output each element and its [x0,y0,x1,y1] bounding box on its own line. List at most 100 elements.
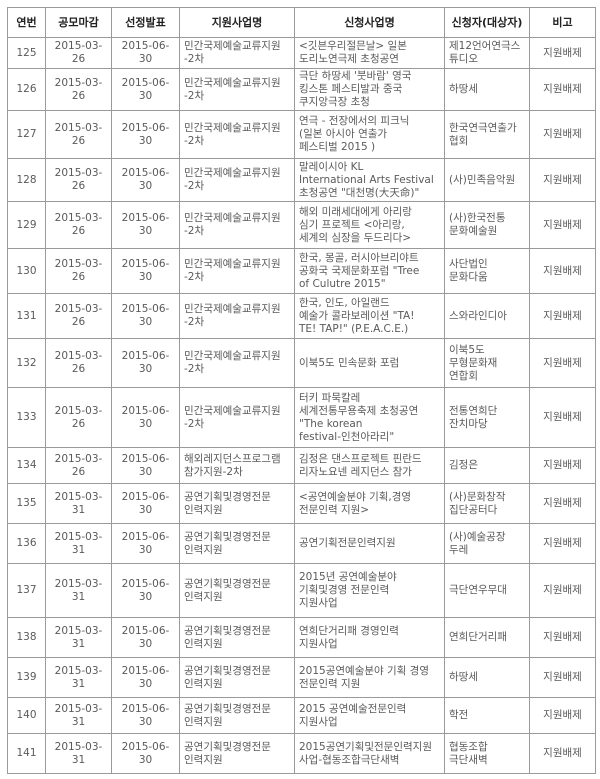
deadline-cell: 2015-03-26 [45,447,112,484]
applicant-cell: (사)한국전통 문화예술원 [444,201,530,249]
announce-cell: 2015-06-30 [111,657,180,698]
table-row: 130 2015-03-26 2015-06-30 민간국제예술교류지원 -2차 한국,… [7,248,596,294]
row-number: 133 [7,387,46,448]
header-announce: 선정발표 [111,7,180,38]
program-cell: 민간국제예술교류지원 -2차 [179,201,295,249]
note-cell: 지원배제 [529,158,596,202]
applicant-cell: 한국연극연출가 협회 [444,110,530,159]
deadline-cell: 2015-03-31 [45,697,112,734]
row-number: 135 [7,483,46,524]
row-number: 139 [7,657,46,698]
table-row: 138 2015-03-31 2015-06-30 공연기획및경영전문 인력지원 연희단… [7,617,596,658]
table-row: 131 2015-03-26 2015-06-30 민간국제예술교류지원 -2차 한국,… [7,293,596,339]
applicant-cell: 제12언어연극스 튜디오 [444,37,530,69]
applicant-cell: 연희단거리패 [444,617,530,658]
selection-results-table: 연번 공모마감 선정발표 지원사업명 신청사업명 신청자(대상자) 비고 125… [7,7,596,774]
applicant-cell: 이북5도 무형문화재 연합회 [444,338,530,388]
note-cell: 지원배제 [529,338,596,388]
row-number: 129 [7,201,46,249]
program-cell: 공연기획및경영전문 인력지원 [179,657,295,698]
note-cell: 지원배제 [529,68,596,111]
row-number: 138 [7,617,46,658]
note-cell: 지원배제 [529,657,596,698]
applicant-cell: 극단연우무대 [444,563,530,618]
announce-cell: 2015-06-30 [111,248,180,294]
row-number: 141 [7,733,46,774]
announce-cell: 2015-06-30 [111,733,180,774]
header-note: 비고 [529,7,596,38]
program-cell: 민간국제예술교류지원 -2차 [179,158,295,202]
note-cell: 지원배제 [529,523,596,564]
deadline-cell: 2015-03-26 [45,338,112,388]
table-row: 129 2015-03-26 2015-06-30 민간국제예술교류지원 -2차 해외 … [7,201,596,249]
project-cell: 해외 미래세대에게 아리랑 심기 프로젝트 <아리랑, 세계의 심장을 두드리다… [294,201,445,249]
project-cell: 연희단거리패 경영인력 지원사업 [294,617,445,658]
applicant-cell: (사)민족음악원 [444,158,530,202]
row-number: 137 [7,563,46,618]
program-cell: 공연기획및경영전문 인력지원 [179,563,295,618]
program-cell: 민간국제예술교류지원 -2차 [179,293,295,339]
deadline-cell: 2015-03-31 [45,523,112,564]
table-row: 134 2015-03-26 2015-06-30 해외레지던스프로그램 참가지원-2… [7,447,596,484]
note-cell: 지원배제 [529,617,596,658]
row-number: 130 [7,248,46,294]
applicant-cell: 하땅세 [444,68,530,111]
project-cell: 터키 파묵칼레 세계전통무용축제 초청공연 "The korean festiv… [294,387,445,448]
deadline-cell: 2015-03-26 [45,201,112,249]
header-program: 지원사업명 [179,7,295,38]
announce-cell: 2015-06-30 [111,158,180,202]
project-cell: 공연기획전문인력지원 [294,523,445,564]
note-cell: 지원배제 [529,37,596,69]
header-row: 연번 공모마감 선정발표 지원사업명 신청사업명 신청자(대상자) 비고 [7,7,596,38]
project-cell: 한국, 몽골, 러시아브리야트 공화국 국제문화포럼 "Tree of Culu… [294,248,445,294]
note-cell: 지원배제 [529,447,596,484]
project-cell: 한국, 인도, 아일랜드 예술가 콜라보레이션 "TA! TE! TAP!" (… [294,293,445,339]
applicant-cell: 학전 [444,697,530,734]
note-cell: 지원배제 [529,110,596,159]
deadline-cell: 2015-03-31 [45,657,112,698]
deadline-cell: 2015-03-26 [45,68,112,111]
header-no: 연번 [7,7,46,38]
row-number: 140 [7,697,46,734]
row-number: 128 [7,158,46,202]
deadline-cell: 2015-03-26 [45,248,112,294]
table-row: 137 2015-03-31 2015-06-30 공연기획및경영전문 인력지원 201… [7,563,596,618]
applicant-cell: 협동조합 극단새벽 [444,733,530,774]
program-cell: 민간국제예술교류지원 -2차 [179,248,295,294]
announce-cell: 2015-06-30 [111,387,180,448]
table-row: 135 2015-03-31 2015-06-30 공연기획및경영전문 인력지원 <공연… [7,483,596,524]
applicant-cell: (사)예술공장 두레 [444,523,530,564]
deadline-cell: 2015-03-26 [45,387,112,448]
deadline-cell: 2015-03-26 [45,110,112,159]
table-row: 139 2015-03-31 2015-06-30 공연기획및경영전문 인력지원 201… [7,657,596,698]
row-number: 131 [7,293,46,339]
applicant-cell: 전통연희단 잔치마당 [444,387,530,448]
deadline-cell: 2015-03-26 [45,293,112,339]
project-cell: 2015공연기획및전문인력지원 사업-협동조합극단새벽 [294,733,445,774]
row-number: 126 [7,68,46,111]
project-cell: 이북5도 민속문화 포럼 [294,338,445,388]
announce-cell: 2015-06-30 [111,617,180,658]
table-row: 127 2015-03-26 2015-06-30 민간국제예술교류지원 -2차 연극 … [7,110,596,159]
applicant-cell: 하땅세 [444,657,530,698]
row-number: 134 [7,447,46,484]
deadline-cell: 2015-03-31 [45,483,112,524]
announce-cell: 2015-06-30 [111,523,180,564]
announce-cell: 2015-06-30 [111,563,180,618]
table-row: 141 2015-03-31 2015-06-30 공연기획및경영전문 인력지원 201… [7,733,596,774]
deadline-cell: 2015-03-26 [45,158,112,202]
announce-cell: 2015-06-30 [111,697,180,734]
deadline-cell: 2015-03-31 [45,617,112,658]
header-applicant: 신청자(대상자) [444,7,530,38]
announce-cell: 2015-06-30 [111,338,180,388]
announce-cell: 2015-06-30 [111,447,180,484]
deadline-cell: 2015-03-26 [45,37,112,69]
row-number: 132 [7,338,46,388]
deadline-cell: 2015-03-31 [45,733,112,774]
program-cell: 민간국제예술교류지원 -2차 [179,68,295,111]
note-cell: 지원배제 [529,563,596,618]
table-row: 133 2015-03-26 2015-06-30 민간국제예술교류지원 -2차 터키 … [7,387,596,448]
program-cell: 공연기획및경영전문 인력지원 [179,523,295,564]
table-row: 128 2015-03-26 2015-06-30 민간국제예술교류지원 -2차 말레이… [7,158,596,202]
project-cell: 2015년 공연예술분야 기획및경영 전문인력 지원사업 [294,563,445,618]
